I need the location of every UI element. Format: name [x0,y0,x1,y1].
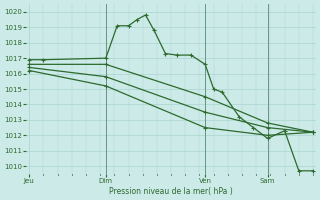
X-axis label: Pression niveau de la mer( hPa ): Pression niveau de la mer( hPa ) [109,187,233,196]
